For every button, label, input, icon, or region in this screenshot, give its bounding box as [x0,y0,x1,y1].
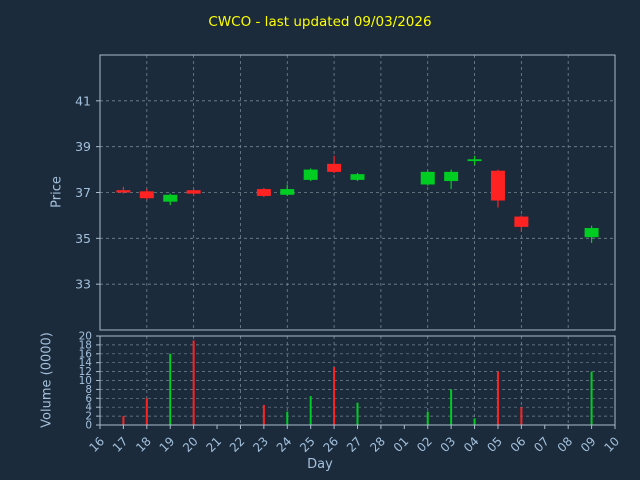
volume-tick-label: 20 [79,331,92,343]
candle-17 [116,186,131,194]
candle-25 [303,168,318,182]
x-axis-label: Day [307,457,333,472]
x-tick-label: 18 [133,434,154,455]
volume-tick-label: 4 [85,402,92,414]
x-tick-label: 20 [180,434,201,455]
x-tick-label: 25 [297,434,318,455]
candles [116,155,599,243]
x-tick-label: 21 [203,434,224,455]
volume-tick-label: 6 [85,393,92,405]
x-tick-label: 17 [110,434,131,455]
plot-borders [99,54,616,426]
candle-26 [327,155,342,174]
candle-06 [514,215,529,232]
volume-tick-label: 14 [79,357,93,369]
candle-02 [420,170,435,186]
candle-18 [139,189,154,200]
volume-tick-label: 10 [79,375,92,387]
volume-tick-label: 16 [79,348,93,360]
price-tick-labels: 33 35 37 39 41 [75,93,100,292]
x-tick-label: 24 [274,434,295,455]
price-tick-label: 35 [75,231,91,246]
x-tick-label: 22 [227,434,248,455]
x-tick-label: 23 [250,434,271,455]
x-tick-label: 26 [321,434,342,455]
candle-03 [444,169,459,190]
x-tick-label: 01 [391,434,412,455]
volume-tick-label: 2 [85,411,92,423]
candle-27 [350,173,365,182]
candle-04 [467,155,482,165]
x-tick-label: 07 [531,434,552,455]
candle-05 [490,169,505,208]
price-tick-label: 37 [75,185,91,200]
x-tick-label: 02 [414,434,435,455]
price-tick-label: 33 [75,277,91,292]
x-tick-label: 19 [157,434,178,455]
x-tick-labels: 16 17 18 19 20 21 22 23 24 25 26 27 28 01 02 03 04 05 06 07… [86,425,622,455]
x-tick-label: 16 [86,434,107,455]
candle-19 [163,193,178,206]
price-gridlines [100,100,615,285]
volume-tick-label: 0 [85,420,92,432]
x-tick-label: 27 [344,434,365,455]
volume-tick-label: 8 [85,384,92,396]
x-tick-label: 09 [578,434,599,455]
candle-20 [186,189,201,196]
chart-title: CWCO - last updated 09/03/2026 [208,14,432,30]
vertical-gridlines [99,55,616,425]
x-tick-label: 05 [484,434,505,455]
volume-tick-label: 18 [79,339,92,351]
price-tick-label: 39 [75,139,91,154]
x-tick-label: 10 [601,434,622,455]
candle-23 [256,187,271,198]
price-tick-label: 41 [75,93,91,108]
x-tick-label: 04 [461,434,482,455]
candle-09 [584,225,599,243]
volume-tick-label: 12 [79,366,92,378]
x-tick-label: 06 [508,434,529,455]
x-tick-label: 03 [438,434,459,455]
x-tick-label: 28 [367,434,388,455]
candle-24 [280,184,295,196]
x-tick-label: 08 [555,434,576,455]
volume-bars [122,340,593,425]
